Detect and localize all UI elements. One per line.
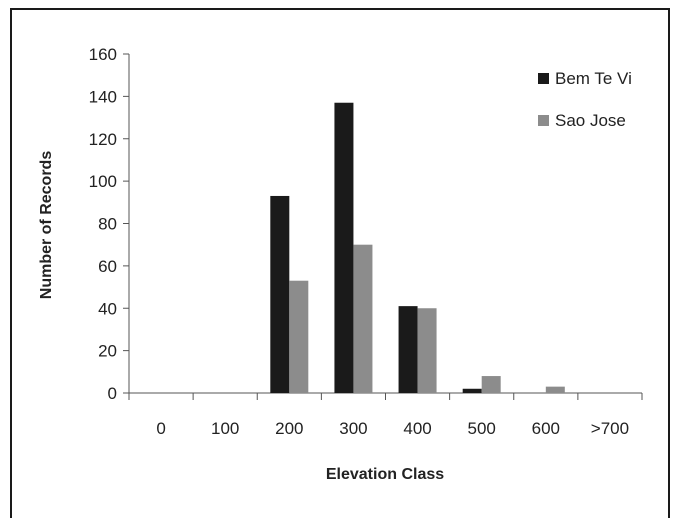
x-tick-label: >700 [591, 419, 629, 438]
axes [128, 54, 642, 394]
legend-label: Bem Te Vi [555, 69, 632, 88]
y-tick-label: 80 [98, 215, 117, 234]
y-tick-label: 100 [89, 172, 117, 191]
legend-label: Sao Jose [555, 111, 626, 130]
bars [270, 102, 565, 393]
x-tick-label: 500 [468, 419, 496, 438]
y-tick-label: 60 [98, 257, 117, 276]
y-tick-label: 0 [108, 384, 117, 403]
bar-sao-jose-300 [353, 244, 373, 393]
y-axis-title: Number of Records [38, 151, 55, 300]
y-ticks: 0 20 40 60 80 100 120 140 160 [89, 45, 129, 403]
bar-bem-te-vi-200 [270, 195, 290, 393]
legend-swatch [538, 73, 549, 84]
x-axis-title: Elevation Class [326, 466, 444, 483]
x-tick-label: 600 [532, 419, 560, 438]
bar-sao-jose-500 [481, 376, 501, 393]
bar-sao-jose-400 [417, 308, 437, 393]
bar-bem-te-vi-400 [398, 306, 418, 393]
y-tick-label: 140 [89, 87, 117, 106]
chart-frame [10, 8, 670, 518]
y-tick-label: 40 [98, 299, 117, 318]
x-tick-label: 0 [156, 419, 165, 438]
bar-sao-jose-600 [545, 386, 565, 393]
y-tick-label: 20 [98, 342, 117, 361]
bar-sao-jose-200 [289, 280, 309, 393]
y-tick-label: 120 [89, 130, 117, 149]
bar-bem-te-vi-300 [334, 102, 354, 393]
legend-swatch [538, 115, 549, 126]
x-tick-label: 300 [339, 419, 367, 438]
bar-bem-te-vi-500 [462, 388, 482, 393]
legend: Bem Te Vi Sao Jose [538, 69, 632, 130]
x-ticks: 0 100 200 300 400 500 600 >700 [128, 393, 643, 438]
y-tick-label: 160 [89, 45, 117, 64]
x-tick-label: 400 [403, 419, 431, 438]
x-tick-label: 100 [211, 419, 239, 438]
x-tick-label: 200 [275, 419, 303, 438]
